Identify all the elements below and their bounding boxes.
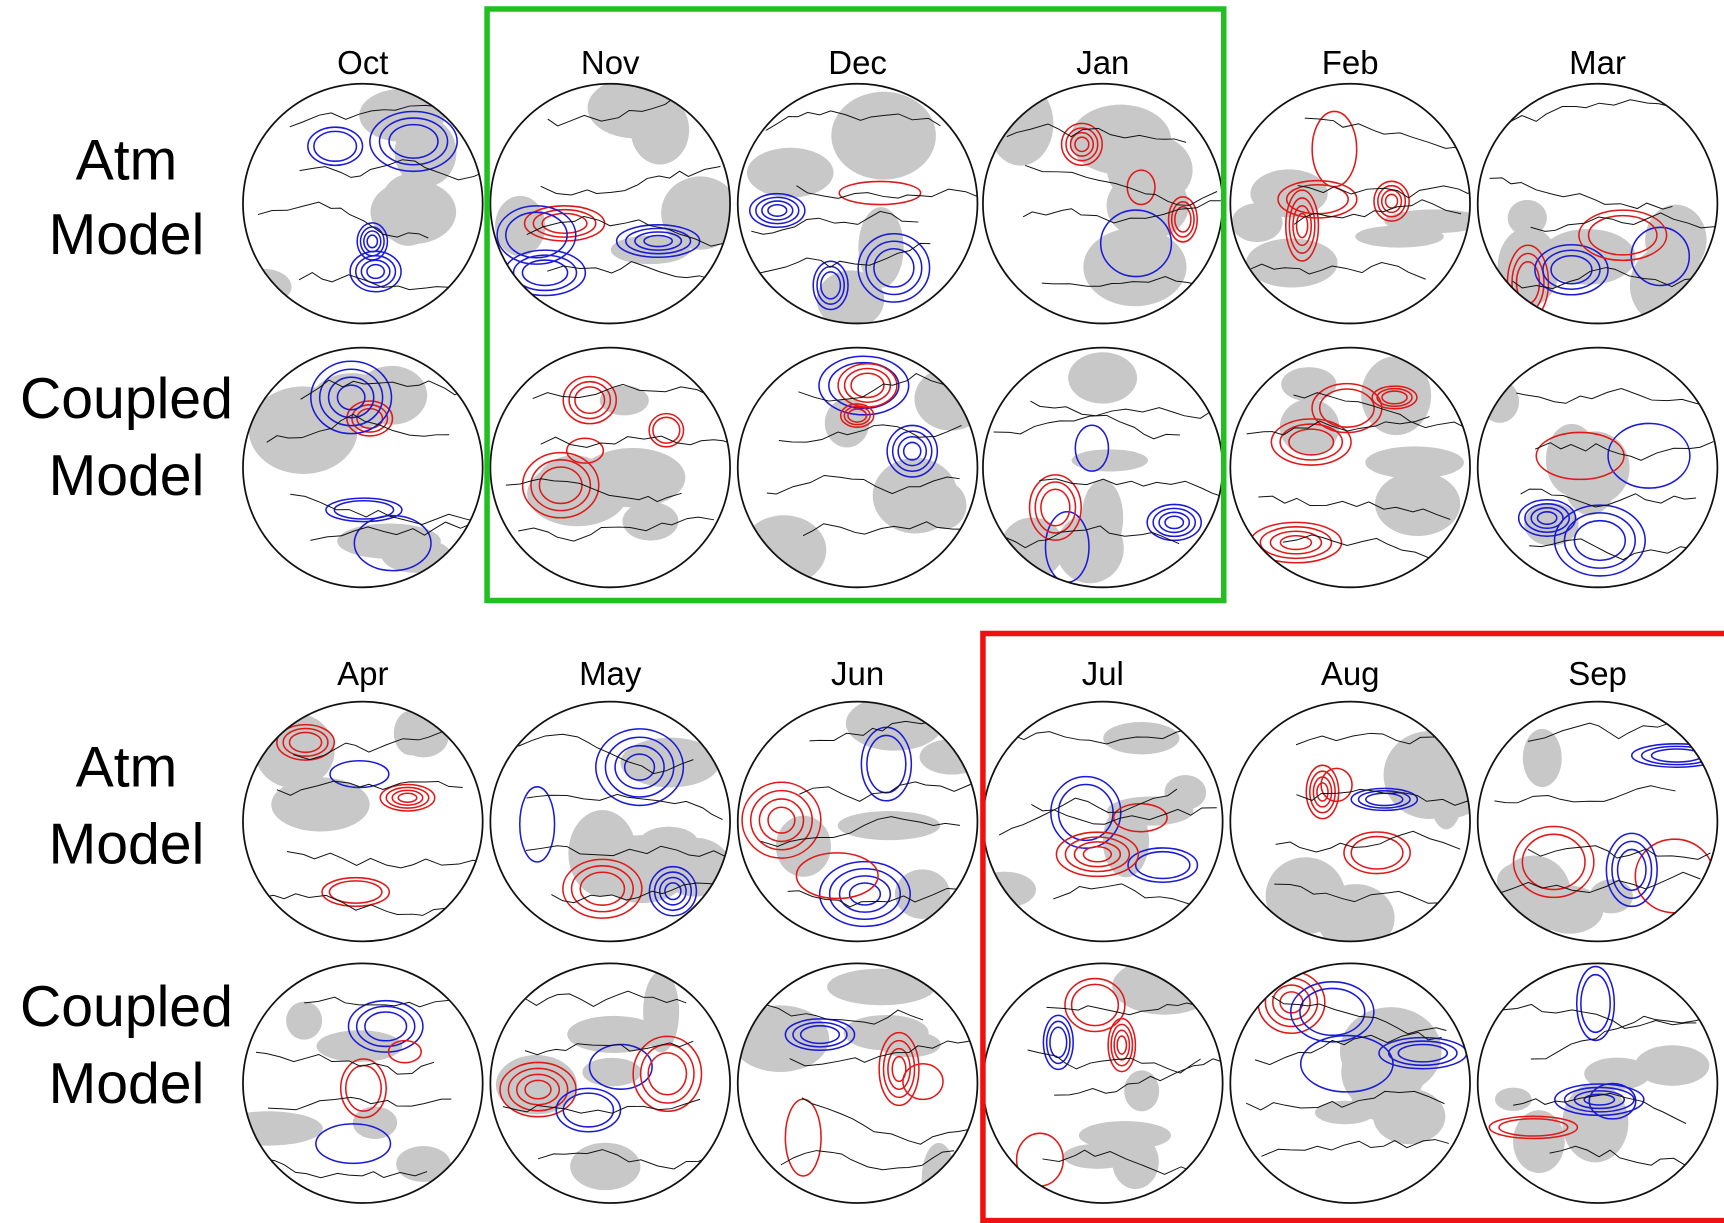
shading bbox=[1246, 238, 1338, 287]
shading bbox=[1355, 225, 1444, 247]
shading bbox=[838, 811, 940, 840]
month-label: Mar bbox=[1569, 44, 1626, 81]
row-label: Model bbox=[49, 203, 205, 267]
shading bbox=[353, 1107, 397, 1140]
shading bbox=[747, 148, 834, 198]
shading bbox=[1068, 352, 1137, 403]
shading bbox=[879, 1031, 941, 1057]
figure: Oct Nov Dec Jan Feb Mar Atm Model Coupled Model Ap… bbox=[0, 0, 1724, 1223]
shading bbox=[495, 196, 545, 256]
month-label: Jul bbox=[1082, 655, 1124, 692]
month-label: Feb bbox=[1322, 44, 1379, 81]
shading bbox=[866, 108, 912, 142]
shading bbox=[1056, 514, 1124, 584]
shading bbox=[1315, 1101, 1375, 1125]
month-label: Nov bbox=[581, 44, 640, 81]
month-label: Dec bbox=[828, 44, 887, 81]
month-label: Jun bbox=[831, 655, 884, 692]
shading bbox=[1375, 472, 1460, 536]
page: Oct Nov Dec Jan Feb Mar Atm Model Coupled Model Ap… bbox=[0, 0, 1724, 1223]
shading bbox=[643, 971, 679, 1052]
shading bbox=[1635, 1045, 1709, 1086]
shading bbox=[623, 502, 679, 541]
month-label: Apr bbox=[337, 655, 388, 692]
row-label: Model bbox=[49, 812, 205, 876]
month-label: Sep bbox=[1568, 655, 1627, 692]
shading bbox=[873, 458, 958, 534]
shading bbox=[1523, 729, 1562, 787]
map-panel bbox=[243, 702, 483, 942]
row-label: Atm bbox=[76, 128, 178, 192]
map-panel bbox=[1230, 963, 1470, 1203]
shading bbox=[1103, 722, 1179, 754]
shading bbox=[286, 1002, 322, 1040]
row-label: Model bbox=[49, 444, 205, 508]
row-label: Atm bbox=[76, 735, 178, 799]
row-label: Coupled bbox=[20, 975, 233, 1039]
shading bbox=[1536, 886, 1604, 934]
shading bbox=[570, 1143, 640, 1190]
row-label: Model bbox=[49, 1052, 205, 1116]
shading bbox=[1232, 203, 1283, 242]
month-label: May bbox=[579, 655, 642, 692]
shading bbox=[1070, 105, 1171, 175]
row-label: Coupled bbox=[20, 367, 233, 431]
shading bbox=[1124, 1070, 1159, 1111]
shading bbox=[1112, 1135, 1158, 1190]
month-label: Oct bbox=[337, 44, 388, 81]
shading bbox=[1365, 446, 1464, 478]
shading bbox=[1495, 1088, 1532, 1111]
month-label: Aug bbox=[1321, 655, 1380, 692]
shading bbox=[1340, 1007, 1442, 1095]
month-label: Jan bbox=[1076, 44, 1129, 81]
